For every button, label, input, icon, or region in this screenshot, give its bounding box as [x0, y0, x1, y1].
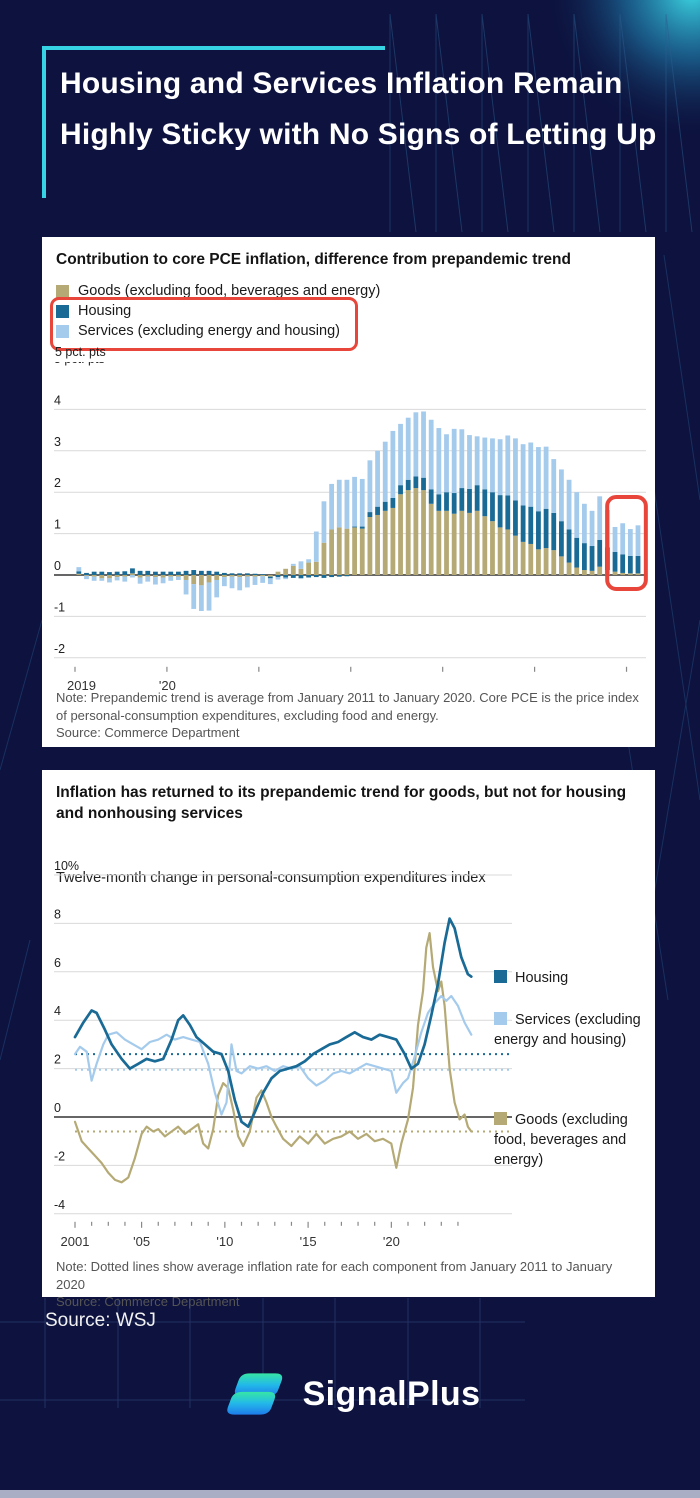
svg-text:5 pct. pts: 5 pct. pts — [54, 362, 105, 366]
card-pce-change-chart: Inflation has returned to its prepandemi… — [42, 770, 655, 1309]
svg-text:'10: '10 — [216, 1234, 233, 1249]
card-pce-contribution-chart: Contribution to core PCE inflation, diff… — [42, 237, 655, 747]
legend2-item-goods: Goods (excluding food, beverages and ene… — [494, 1112, 628, 1168]
legend-label-services: Services (excluding energy and housing) — [78, 323, 340, 339]
svg-text:'20: '20 — [383, 1234, 400, 1249]
chart1-title: Contribution to core PCE inflation, diff… — [56, 251, 571, 268]
svg-text:4: 4 — [54, 393, 61, 407]
svg-text:2: 2 — [54, 1053, 61, 1067]
goods-swatch-icon — [56, 284, 69, 298]
services-swatch-icon — [56, 324, 69, 338]
svg-text:-1: -1 — [54, 600, 65, 614]
chart1-note: Note: Prepandemic trend is average from … — [56, 690, 639, 740]
goods-swatch-icon — [494, 1112, 507, 1125]
housing-swatch-icon — [56, 304, 69, 318]
svg-text:-2: -2 — [54, 1149, 65, 1163]
zigzag-lines — [389, 13, 693, 233]
footer-grid — [0, 1298, 525, 1408]
svg-text:0: 0 — [54, 559, 61, 573]
svg-text:2: 2 — [54, 476, 61, 490]
line-chart: 10% 8 6 4 2 0 -2 -4 2001 '05 '10 '15 '20 — [54, 859, 512, 1249]
chart2-title: Inflation has returned to its prepandemi… — [56, 784, 627, 822]
header: Housing and Services Inflation Remain Hi… — [42, 46, 662, 198]
brand-name: SignalPlus — [302, 1374, 481, 1413]
brand-footer: SignalPlus — [0, 1368, 700, 1420]
chart1-source: Source: Commerce Department — [56, 725, 240, 740]
page-title: Housing and Services Inflation Remain Hi… — [60, 67, 657, 151]
accent-line-left — [42, 46, 46, 198]
page-source-label: Source: WSJ — [45, 1310, 156, 1331]
legend2-item-housing: Housing — [494, 968, 654, 988]
accent-line-top — [42, 46, 385, 50]
stacked-bar-chart: 5 pct. pts 4 3 2 1 0 -1 -2 2019 '20 — [54, 362, 648, 693]
signalplus-logo-icon — [226, 1373, 282, 1415]
svg-text:0: 0 — [54, 1101, 61, 1115]
svg-text:6: 6 — [54, 956, 61, 970]
svg-text:4: 4 — [54, 1004, 61, 1018]
svg-text:-2: -2 — [54, 642, 65, 656]
services-swatch-icon — [494, 1012, 507, 1025]
legend2-item-services: Services (excluding energy and housing) — [494, 1012, 641, 1048]
housing-swatch-icon — [494, 970, 507, 983]
svg-text:10%: 10% — [54, 859, 79, 873]
svg-text:'20: '20 — [159, 678, 176, 693]
legend-item-goods: Goods (excluding food, beverages and ene… — [56, 281, 380, 301]
svg-text:8: 8 — [54, 907, 61, 921]
chart2-source: Source: Commerce Department — [56, 1294, 240, 1309]
svg-text:'05: '05 — [133, 1234, 150, 1249]
legend-item-services: Services (excluding energy and housing) — [56, 321, 380, 341]
svg-text:2001: 2001 — [61, 1234, 90, 1249]
legend-label-housing: Housing — [78, 303, 132, 319]
legend-label-goods: Goods (excluding food, beverages and ene… — [78, 283, 381, 299]
legend-item-housing: Housing — [56, 301, 380, 321]
svg-text:3: 3 — [54, 435, 61, 449]
chart2-subtitle: Twelve-month change in personal-consumpt… — [56, 870, 486, 886]
chart1-legend: Goods (excluding food, beverages and ene… — [56, 281, 380, 341]
bottom-strip — [0, 1490, 700, 1498]
svg-text:1: 1 — [54, 518, 61, 532]
svg-text:2019: 2019 — [67, 678, 96, 693]
svg-text:'15: '15 — [300, 1234, 317, 1249]
chart2-note: Note: Dotted lines show average inflatio… — [56, 1259, 613, 1309]
corner-glow — [542, 0, 700, 142]
svg-text:-4: -4 — [54, 1198, 65, 1212]
chart1-unit-label: 5 pct. pts — [55, 345, 106, 359]
